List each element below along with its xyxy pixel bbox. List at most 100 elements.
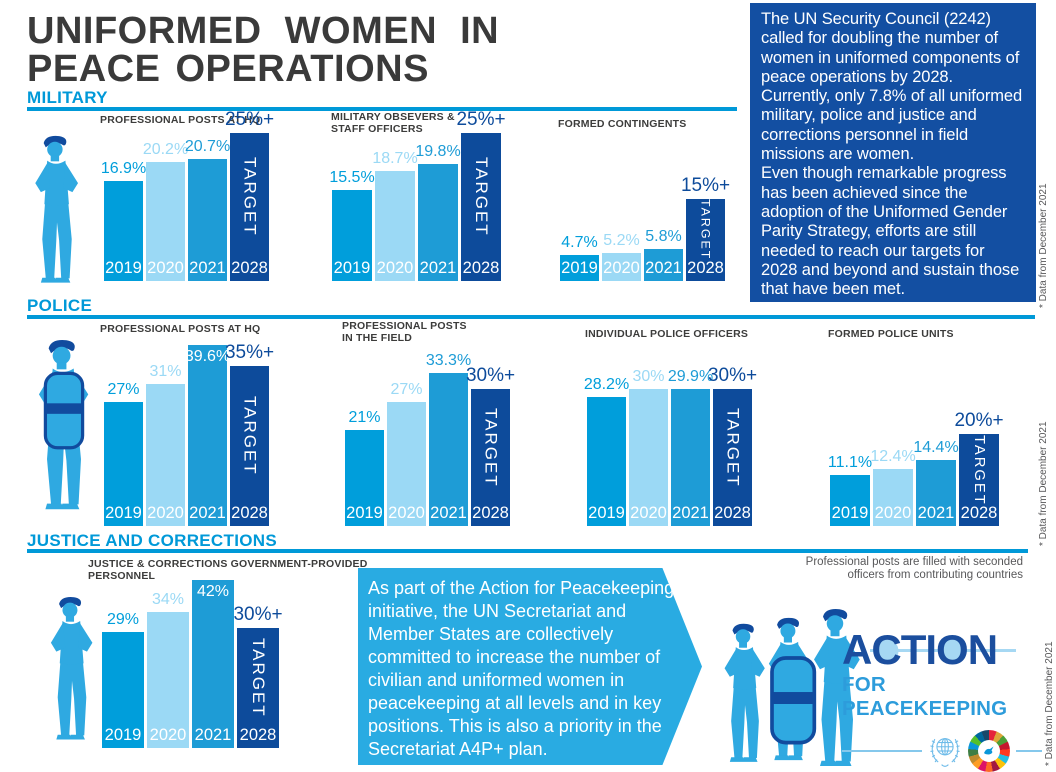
bar-value-label: 27% <box>390 381 423 398</box>
target-vertical-text: TARGET <box>723 407 743 488</box>
bar-2020: 2020 <box>387 402 426 526</box>
target-bar-2028: 2028 TARGET <box>713 389 752 526</box>
bar-value-label: 21% <box>348 409 381 426</box>
bar-value-label: 19.8% <box>415 143 461 160</box>
bar-year-label: 2021 <box>419 259 457 277</box>
bar-year-label: 2020 <box>147 504 184 522</box>
bar-value-label: 12.4% <box>870 448 916 465</box>
bar-year-label: 2028 <box>687 259 724 277</box>
chart-title: PROFESSIONAL POSTS AT HQ <box>100 114 261 126</box>
section-rule-military <box>27 107 737 111</box>
target-bar-2028: 2028 TARGET <box>686 199 725 281</box>
bar-2020: 2020 <box>146 162 185 281</box>
bar-year-label: 2020 <box>149 726 187 744</box>
bar-2021: 2021 <box>192 580 234 748</box>
bar-value-label: 29.9% <box>667 368 714 385</box>
target-value-label: 30%+ <box>233 604 283 625</box>
bar-2020: 2020 <box>147 612 189 748</box>
bar-value-label: 14.4% <box>913 439 959 456</box>
bar-year-label: 2020 <box>147 259 184 277</box>
bar-value-label: 18.7% <box>372 150 418 167</box>
bar-value-label: 11.1% <box>827 454 873 471</box>
bar-value-label: 27% <box>107 381 140 398</box>
bar-year-label: 2019 <box>561 259 598 277</box>
bar-2019: 2019 <box>560 255 599 281</box>
target-vertical-text: TARGET <box>472 157 491 237</box>
chart-title: FORMED CONTINGENTS <box>558 118 687 130</box>
side-note-police: * Data from December 2021 <box>1038 421 1049 546</box>
chart-title: INDIVIDUAL POLICE OFFICERS <box>585 328 749 340</box>
un-emblem-icon <box>930 738 960 767</box>
target-text-wrap: TARGET <box>959 435 999 506</box>
side-note-justice: * Data from December 2021 <box>1044 641 1055 766</box>
section-rule-justice <box>27 549 1028 553</box>
action-letters-ti: TI <box>900 626 937 673</box>
bar-year-label: 2028 <box>462 259 500 277</box>
bar-2019: 2019 <box>104 402 143 526</box>
target-vertical-text: TARGET <box>698 199 713 261</box>
action-wordmark: A C TI O N <box>842 629 1042 671</box>
target-vertical-text: TARGET <box>971 434 987 506</box>
chart-title: MILITARY OBSEVERS & STAFF OFFICERS <box>331 111 455 135</box>
bar-year-label: 2021 <box>194 726 232 744</box>
page-title-line2: PEACE OPERATIONS <box>27 48 429 90</box>
for-peacekeeping-text: FOR PEACEKEEPING <box>842 673 1008 720</box>
bar-2021: 2021 <box>418 164 458 281</box>
target-bar-2028: 2028 TARGET <box>959 434 999 526</box>
target-text-wrap: TARGET <box>471 393 510 502</box>
target-text-wrap: TARGET <box>230 370 269 502</box>
action-letter-o: O <box>936 626 969 673</box>
bar-value-label: 5.8% <box>645 228 682 245</box>
bar-year-label: 2021 <box>189 259 226 277</box>
bar-2020: 2020 <box>375 171 415 281</box>
target-vertical-text: TARGET <box>481 407 501 488</box>
bar-year-label: 2019 <box>588 504 625 522</box>
target-text-wrap: TARGET <box>686 199 725 260</box>
bar-2020: 2020 <box>146 384 185 526</box>
bar-value-label: 20.2% <box>142 141 189 158</box>
target-vertical-text: TARGET <box>240 157 260 237</box>
bar-year-label: 2028 <box>714 504 751 522</box>
bar-year-label: 2020 <box>630 504 667 522</box>
bar-year-label: 2019 <box>831 504 869 522</box>
bar-year-label: 2021 <box>672 504 709 522</box>
chart-title: JUSTICE & CORRECTIONS GOVERNMENT-PROVIDE… <box>88 558 368 582</box>
bar-value-label: 4.7% <box>561 234 598 251</box>
bar-2019: 2019 <box>102 632 144 748</box>
info-box: The UN Security Council (2242) called fo… <box>750 3 1036 302</box>
target-value-label: 30%+ <box>465 365 516 386</box>
bar-value-label: 15.5% <box>329 169 375 186</box>
target-bar-2028: 2028 TARGET <box>230 366 269 526</box>
bar-year-label: 2020 <box>874 504 912 522</box>
divider-line-left <box>842 750 922 752</box>
chart-title: FORMED POLICE UNITS <box>828 328 954 340</box>
bar-2021: 2021 <box>188 159 227 281</box>
logo-icon-row <box>842 730 1042 772</box>
bar-year-label: 2021 <box>917 504 955 522</box>
sdg-wheel-icon <box>968 730 1010 772</box>
bar-2020: 2020 <box>873 469 913 526</box>
bar-year-label: 2020 <box>603 259 640 277</box>
bar-value-label: 42% <box>196 583 230 600</box>
bar-2021: 2021 <box>916 460 956 526</box>
bar-value-label: 29% <box>106 611 140 628</box>
bar-year-label: 2028 <box>239 726 277 744</box>
bar-2019: 2019 <box>587 397 626 526</box>
bar-value-label: 20.7% <box>184 138 231 155</box>
target-value-label: 35%+ <box>224 342 275 363</box>
bar-2021: 2021 <box>644 249 683 281</box>
bar-value-label: 16.9% <box>100 160 147 177</box>
bar-value-label: 5.2% <box>603 232 640 249</box>
bar-year-label: 2019 <box>333 259 371 277</box>
bar-2020: 2020 <box>602 253 641 281</box>
bar-year-label: 2019 <box>105 504 142 522</box>
dove-icon <box>984 746 994 755</box>
target-bar-2028: 2028 TARGET <box>230 133 269 281</box>
bar-value-label: 28.2% <box>583 376 630 393</box>
bar-year-label: 2028 <box>960 504 998 522</box>
bar-value-label: 39.6% <box>184 348 231 365</box>
chart-title: PROFESSIONAL POSTS IN THE FIELD <box>342 320 467 344</box>
divider-line-right <box>1016 750 1042 752</box>
bar-2019: 2019 <box>830 475 870 526</box>
section-label-police: POLICE <box>27 296 93 315</box>
